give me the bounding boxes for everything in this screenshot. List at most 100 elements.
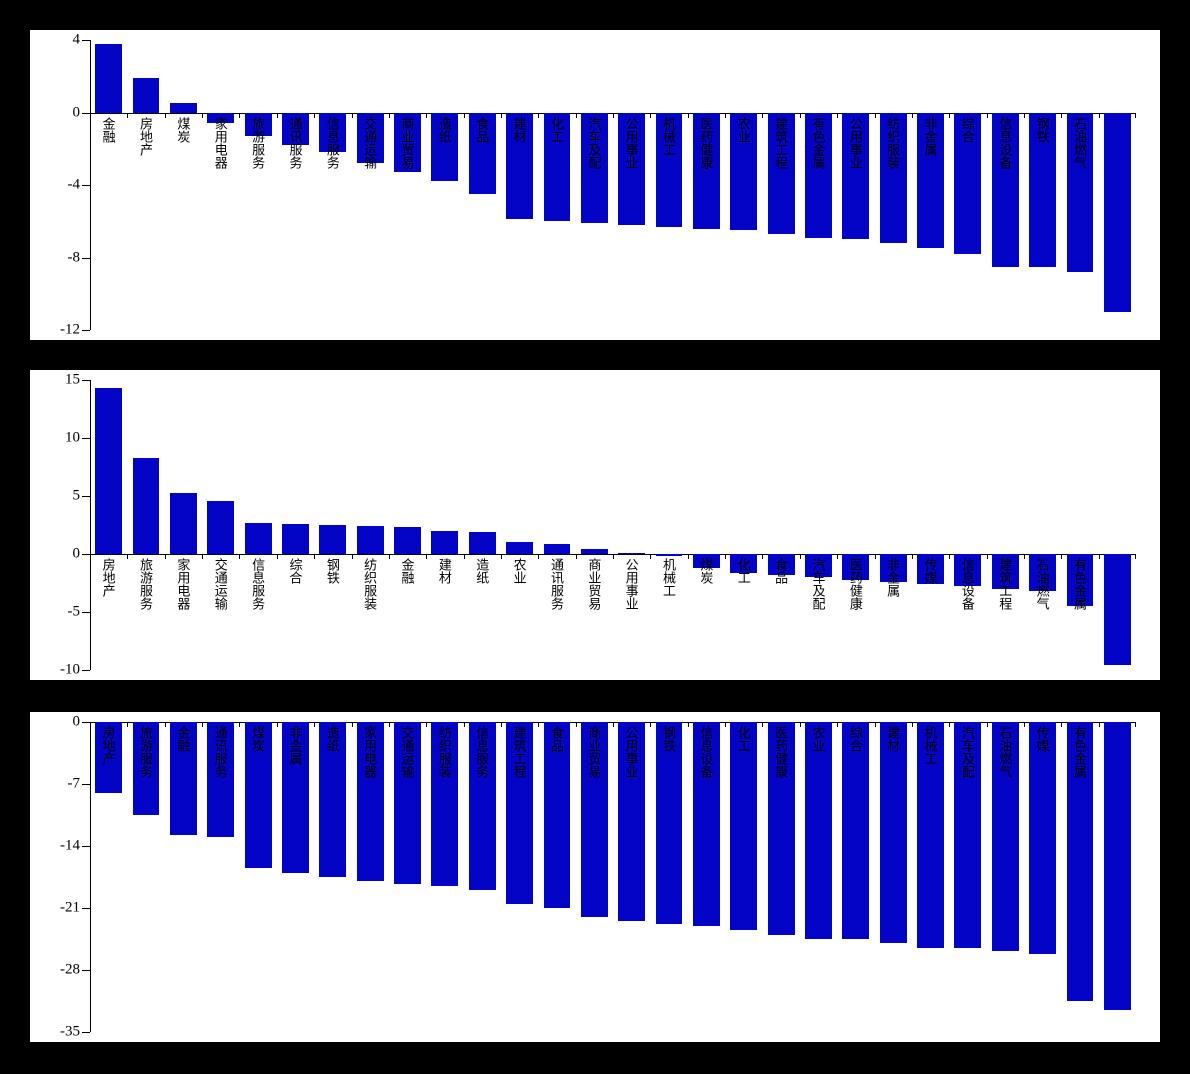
y-tick	[82, 496, 90, 497]
category-label: 旅游服务	[251, 117, 264, 169]
category-label: 有色金属	[811, 117, 824, 169]
bar	[842, 722, 869, 939]
page-root: -12-8-404金融房地产煤炭家用电器旅游服务通讯服务信息服务交通运输商业贸易…	[0, 0, 1190, 1074]
category-label: 非金属	[886, 558, 899, 597]
x-tick	[277, 722, 278, 727]
x-tick	[277, 554, 278, 559]
category-label: 交通运输	[214, 558, 227, 610]
category-label: 信息服务	[475, 726, 488, 778]
bar	[618, 553, 645, 554]
bar	[1104, 554, 1131, 665]
y-tick-label: -14	[40, 838, 80, 855]
category-label: 通讯服务	[550, 558, 563, 610]
category-label: 商业贸易	[587, 558, 600, 610]
plot-area-3: -35-28-21-14-70房地产旅游服务金融通讯服务煤炭非金属造纸家用电器交…	[90, 722, 1136, 1032]
x-tick	[239, 554, 240, 559]
x-tick	[800, 554, 801, 559]
x-tick	[725, 554, 726, 559]
bar	[431, 531, 458, 554]
x-tick	[912, 554, 913, 559]
category-label: 汽车及配	[811, 558, 824, 610]
x-tick	[613, 722, 614, 727]
x-tick	[875, 554, 876, 559]
x-tick	[762, 554, 763, 559]
x-tick	[1024, 722, 1025, 727]
x-tick	[90, 113, 91, 118]
category-label: 公用事业	[625, 117, 638, 169]
x-tick	[127, 554, 128, 559]
category-label: 建材	[438, 558, 451, 584]
y-tick-label: 5	[40, 488, 80, 505]
category-label: 公用事业	[625, 558, 638, 610]
x-tick	[837, 554, 838, 559]
category-label: 建材	[886, 726, 899, 752]
x-tick	[875, 113, 876, 118]
y-axis	[90, 40, 91, 330]
x-tick	[725, 722, 726, 727]
category-label: 建筑工程	[513, 726, 526, 778]
x-tick	[538, 554, 539, 559]
category-label: 石油燃气	[1073, 117, 1086, 169]
x-tick	[650, 722, 651, 727]
bar	[357, 526, 384, 554]
category-label: 有色金属	[1073, 726, 1086, 778]
x-tick	[1099, 722, 1100, 727]
category-label: 煤炭	[251, 726, 264, 752]
x-tick	[688, 554, 689, 559]
x-tick	[800, 722, 801, 727]
category-label: 食品	[550, 726, 563, 752]
y-tick-label: -28	[40, 962, 80, 979]
bar	[1104, 722, 1131, 1010]
y-tick	[82, 784, 90, 785]
category-label: 食品	[475, 117, 488, 143]
y-tick	[82, 612, 90, 613]
x-tick	[90, 722, 91, 727]
x-tick	[127, 722, 128, 727]
category-label: 纺织服装	[438, 726, 451, 778]
category-label: 造纸	[438, 117, 451, 143]
x-tick	[426, 113, 427, 118]
y-tick	[82, 1032, 90, 1033]
category-label: 通讯服务	[214, 726, 227, 778]
bar	[506, 542, 533, 554]
category-label: 房地产	[102, 558, 115, 597]
x-tick	[389, 113, 390, 118]
x-tick	[165, 722, 166, 727]
y-tick	[82, 670, 90, 671]
category-label: 农业	[513, 558, 526, 584]
x-tick	[501, 113, 502, 118]
x-tick	[1099, 554, 1100, 559]
x-tick	[202, 113, 203, 118]
y-tick-label: -12	[40, 322, 80, 339]
chart-2: -10-5051015房地产旅游服务家用电器交通运输信息服务综合钢铁纺织服装金融…	[30, 370, 1160, 680]
x-tick	[987, 554, 988, 559]
category-label: 机械工	[924, 726, 937, 765]
x-tick	[650, 554, 651, 559]
chart-panel-1: -12-8-404金融房地产煤炭家用电器旅游服务通讯服务信息服务交通运输商业贸易…	[30, 30, 1160, 340]
category-label: 石油燃气	[1036, 558, 1049, 610]
category-label: 传媒	[1036, 726, 1049, 752]
category-label: 造纸	[475, 558, 488, 584]
y-tick-label: -8	[40, 249, 80, 266]
bar	[730, 722, 757, 930]
category-label: 食品	[774, 558, 787, 584]
y-tick-label: 0	[40, 104, 80, 121]
plot-area-2: -10-5051015房地产旅游服务家用电器交通运输信息服务综合钢铁纺织服装金融…	[90, 380, 1136, 670]
category-label: 信息服务	[251, 558, 264, 610]
x-tick	[837, 722, 838, 727]
x-tick	[202, 722, 203, 727]
bar	[656, 722, 683, 924]
y-tick-label: -10	[40, 662, 80, 679]
category-label: 机械工	[662, 117, 675, 156]
y-tick	[82, 722, 90, 723]
x-tick	[1061, 113, 1062, 118]
x-tick	[239, 722, 240, 727]
category-label: 非金属	[288, 726, 301, 765]
x-tick	[538, 113, 539, 118]
y-tick-label: 0	[40, 714, 80, 731]
y-axis	[90, 722, 91, 1032]
bar	[394, 527, 421, 554]
category-label: 公用事业	[625, 726, 638, 778]
chart-3: -35-28-21-14-70房地产旅游服务金融通讯服务煤炭非金属造纸家用电器交…	[30, 712, 1160, 1042]
x-tick	[426, 554, 427, 559]
